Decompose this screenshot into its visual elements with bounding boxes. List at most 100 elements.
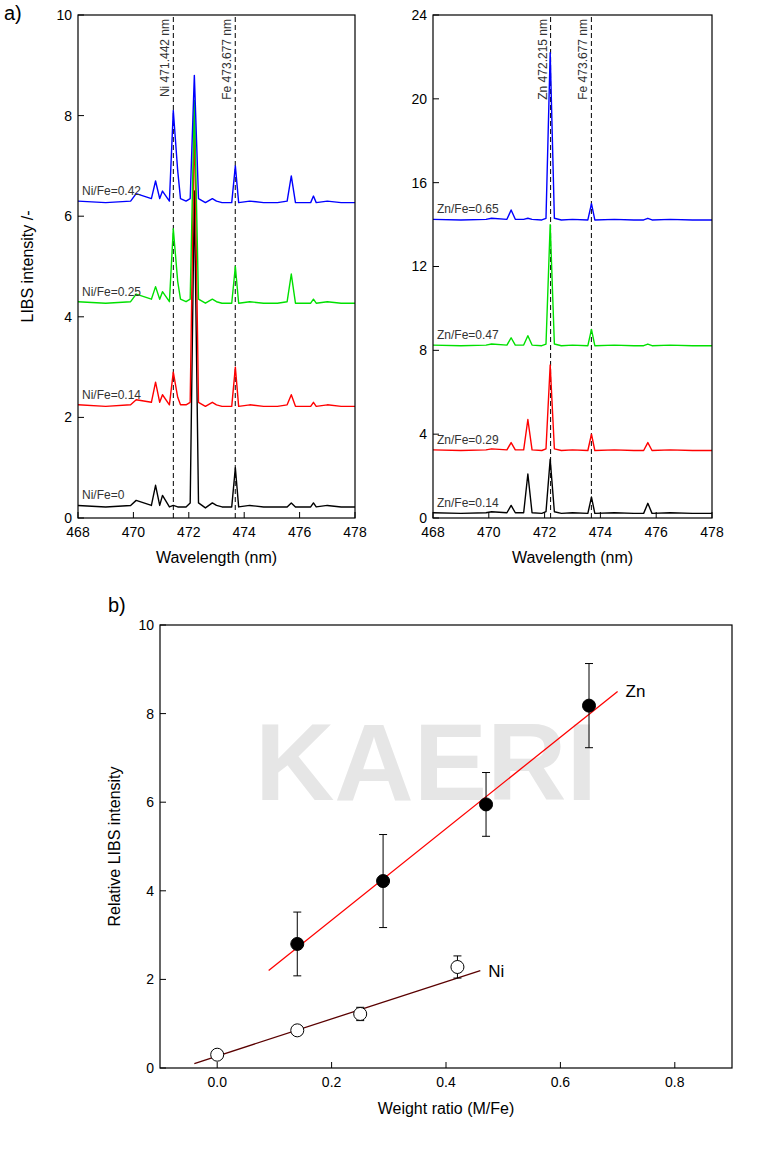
fit-line — [194, 971, 480, 1064]
error-bar-cap — [482, 836, 490, 837]
x-tick — [544, 512, 545, 518]
y-tick-label: 10 — [56, 7, 72, 23]
x-tick — [656, 512, 657, 518]
y-tick — [433, 98, 439, 99]
y-tick — [78, 316, 84, 317]
series-label: Ni/Fe=0.42 — [82, 184, 141, 198]
x-tick — [446, 1062, 447, 1068]
data-point — [291, 1024, 304, 1037]
data-point — [291, 937, 304, 950]
reference-line — [173, 15, 174, 518]
y-tick — [160, 1068, 166, 1069]
spectrum-line — [433, 459, 712, 513]
x-axis-title: Weight ratio (M/Fe) — [378, 1100, 515, 1117]
x-tick-label: 0.8 — [665, 1074, 685, 1090]
spectrum-line — [78, 75, 355, 202]
data-point — [583, 699, 596, 712]
x-tick — [331, 1062, 332, 1068]
error-bar-cap — [453, 955, 461, 956]
error-bar-cap — [585, 747, 593, 748]
x-tick-label: 478 — [343, 524, 367, 540]
y-tick-label: 8 — [146, 706, 154, 722]
spectrum-line — [78, 191, 355, 508]
y-tick — [160, 802, 166, 803]
y-tick-label: 2 — [64, 409, 72, 425]
line-label: Ni 471.442 nm — [158, 19, 172, 97]
series-label: Ni/Fe=0.14 — [82, 388, 141, 402]
x-tick-label: 474 — [589, 524, 613, 540]
x-tick — [244, 512, 245, 518]
x-tick-label: 470 — [122, 524, 146, 540]
x-tick — [217, 1062, 218, 1068]
plot-area — [78, 15, 355, 518]
y-tick-label: 12 — [411, 258, 427, 274]
labels: ZnNi — [488, 682, 645, 980]
data-point — [451, 960, 464, 973]
error-bar-cap — [482, 772, 490, 773]
line-label: Fe 473.677 nm — [220, 19, 234, 100]
y-tick-label: 4 — [146, 883, 154, 899]
y-tick-label: 4 — [419, 426, 427, 442]
plot-area — [433, 15, 712, 518]
series-label: Ni — [488, 962, 504, 981]
line-label: Fe 473.677 nm — [576, 19, 590, 100]
error-bar-cap — [585, 663, 593, 664]
y-tick-label: 24 — [411, 7, 427, 23]
x-tick-label: 0.6 — [551, 1074, 571, 1090]
data-point — [480, 798, 493, 811]
reference-line — [591, 15, 592, 518]
y-tick — [160, 890, 166, 891]
x-tick-label: 472 — [177, 524, 201, 540]
x-tick-label: 468 — [421, 524, 445, 540]
series-label: Zn/Fe=0.47 — [437, 328, 499, 342]
fit-line — [269, 691, 618, 970]
x-axis-title: Wavelength (nm) — [512, 549, 633, 566]
spectrum-line — [78, 116, 355, 407]
y-tick-label: 20 — [411, 91, 427, 107]
x-tick — [488, 512, 489, 518]
panel-label: b) — [108, 594, 126, 616]
line-label: Zn 472.215 nm — [536, 19, 550, 100]
spectrum-line — [433, 53, 712, 220]
y-tick-label: 4 — [64, 309, 72, 325]
x-tick-label: 472 — [533, 524, 557, 540]
series-label: Ni/Fe=0 — [82, 488, 125, 502]
error-bar-cap — [293, 975, 301, 976]
x-tick — [560, 1062, 561, 1068]
axes: 0.00.20.40.60.80246810Weight ratio (M/Fe… — [106, 594, 732, 1117]
data-point — [354, 1007, 367, 1020]
panel-label: a) — [4, 2, 22, 24]
y-tick-label: 8 — [64, 108, 72, 124]
x-tick-label: 0.0 — [207, 1074, 227, 1090]
y-tick — [433, 182, 439, 183]
y-tick — [160, 625, 166, 626]
series-label: Zn/Fe=0.29 — [437, 433, 499, 447]
plot-frame — [433, 15, 712, 518]
y-tick — [160, 979, 166, 980]
spectrum-line — [433, 365, 712, 451]
plot-area — [194, 664, 617, 1064]
y-tick — [78, 216, 84, 217]
x-tick-label: 0.4 — [436, 1074, 456, 1090]
x-tick — [433, 512, 434, 518]
y-axis-title: Relative LIBS intensity — [106, 766, 123, 926]
error-bar-cap — [293, 912, 301, 913]
axes: 4684704724744764780246810Wavelength (nm)… — [4, 2, 367, 566]
x-tick-label: 476 — [288, 524, 312, 540]
plot-frame — [160, 625, 732, 1068]
y-tick-label: 6 — [64, 208, 72, 224]
series-label: Zn/Fe=0.14 — [437, 496, 499, 510]
y-tick — [433, 350, 439, 351]
y-tick-label: 10 — [138, 617, 154, 633]
watermark: KAERI — [255, 700, 597, 823]
x-tick — [600, 512, 601, 518]
x-tick — [78, 512, 79, 518]
data-point — [211, 1048, 224, 1061]
y-axis-title: LIBS intensity /- — [19, 210, 36, 322]
y-tick-label: 8 — [419, 342, 427, 358]
data-point — [377, 875, 390, 888]
y-tick — [433, 518, 439, 519]
y-tick — [78, 115, 84, 116]
x-tick — [299, 512, 300, 518]
series-label: Zn/Fe=0.65 — [437, 202, 499, 216]
